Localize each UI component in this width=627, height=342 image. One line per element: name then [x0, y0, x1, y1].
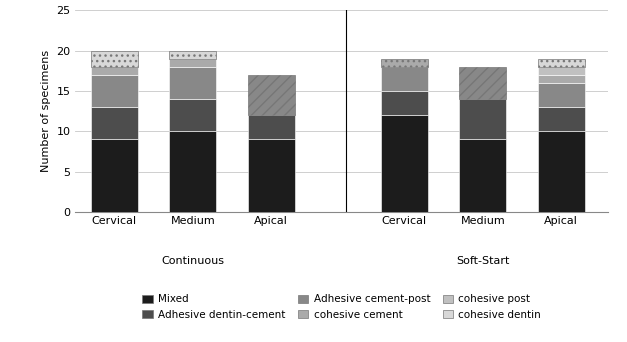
Bar — [381, 91, 428, 115]
Bar — [91, 51, 138, 67]
Bar — [91, 75, 138, 107]
Bar — [459, 99, 506, 140]
Bar — [537, 83, 584, 107]
Bar — [459, 140, 506, 212]
Bar — [537, 67, 584, 75]
Bar — [91, 107, 138, 140]
Legend: Mixed, Adhesive dentin-cement, Adhesive cement-post, cohesive cement, cohesive p: Mixed, Adhesive dentin-cement, Adhesive … — [138, 290, 545, 324]
Bar — [248, 140, 295, 212]
Bar — [169, 99, 216, 131]
Text: Continuous: Continuous — [161, 256, 224, 266]
Bar — [91, 140, 138, 212]
Y-axis label: Number of specimens: Number of specimens — [41, 50, 51, 172]
Text: Soft-Start: Soft-Start — [456, 256, 510, 266]
Bar — [248, 115, 295, 140]
Bar — [459, 67, 506, 99]
Bar — [169, 67, 216, 99]
Bar — [169, 51, 216, 59]
Bar — [381, 115, 428, 212]
Bar — [91, 67, 138, 75]
Bar — [537, 131, 584, 212]
Bar — [537, 75, 584, 83]
Bar — [248, 75, 295, 115]
Bar — [537, 59, 584, 67]
Bar — [381, 67, 428, 91]
Bar — [169, 131, 216, 212]
Bar — [381, 59, 428, 67]
Bar — [169, 59, 216, 67]
Bar — [537, 107, 584, 131]
